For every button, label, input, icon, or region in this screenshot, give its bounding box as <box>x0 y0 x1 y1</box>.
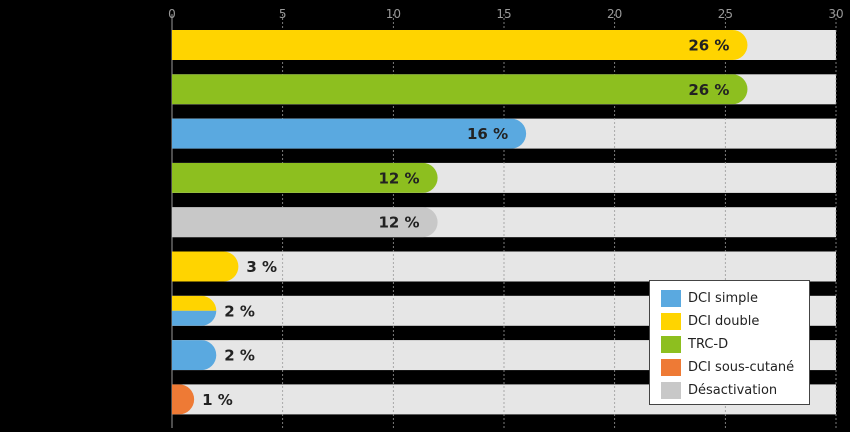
legend-label: Désactivation <box>688 383 778 398</box>
bar-value-label: 2 % <box>224 302 255 320</box>
legend-swatch <box>661 359 681 376</box>
bar-value-label: 1 % <box>202 391 233 409</box>
bar <box>172 30 748 60</box>
bar <box>172 251 239 282</box>
legend-swatch <box>661 313 681 330</box>
bar <box>172 295 217 326</box>
legend-swatch <box>661 290 681 307</box>
bar-segment <box>172 251 239 282</box>
bar-value-label: 12 % <box>378 169 419 187</box>
x-tick-label: 15 <box>496 7 511 21</box>
bar-segment <box>172 340 217 371</box>
bar-value-label: 26 % <box>688 37 729 55</box>
legend-swatch <box>661 336 681 353</box>
legend-label: DCI simple <box>688 291 758 306</box>
bar-value-label: 12 % <box>378 214 419 232</box>
x-tick-label: 25 <box>718 7 733 21</box>
bar-segment <box>172 162 438 193</box>
bar <box>172 207 438 238</box>
bar-segment <box>172 118 527 149</box>
bar-value-label: 3 % <box>246 258 277 276</box>
bar <box>172 118 527 149</box>
x-tick-label: 20 <box>607 7 622 21</box>
x-tick-label: 0 <box>168 7 176 21</box>
bar <box>172 340 217 371</box>
bar-segment <box>172 74 748 105</box>
bar <box>172 74 748 105</box>
legend-label: DCI sous-cutané <box>688 360 795 375</box>
legend-item: DCI double <box>661 310 809 333</box>
legend: DCI simple DCI double TRC-D DCI sous-cutané… <box>649 280 810 405</box>
bar-segment <box>172 30 748 60</box>
legend-item: DCI sous-cutané <box>661 356 809 379</box>
legend-item: DCI simple <box>661 287 809 310</box>
x-tick-label: 30 <box>828 7 843 21</box>
legend-item: TRC-D <box>661 333 809 356</box>
bar-value-label: 16 % <box>467 125 508 143</box>
legend-item: Désactivation <box>661 379 809 402</box>
bar-value-label: 2 % <box>224 347 255 365</box>
bar-segment <box>172 295 217 311</box>
x-tick-label: 5 <box>279 7 287 21</box>
bar-segment <box>172 384 195 415</box>
legend-swatch <box>661 382 681 399</box>
x-tick-label: 10 <box>386 7 401 21</box>
bar-segment <box>172 207 438 238</box>
legend-label: TRC-D <box>688 337 729 352</box>
bar-segment <box>172 310 217 326</box>
bar <box>172 384 195 415</box>
bar <box>172 162 438 193</box>
bar-value-label: 26 % <box>688 81 729 99</box>
legend-label: DCI double <box>688 314 760 329</box>
